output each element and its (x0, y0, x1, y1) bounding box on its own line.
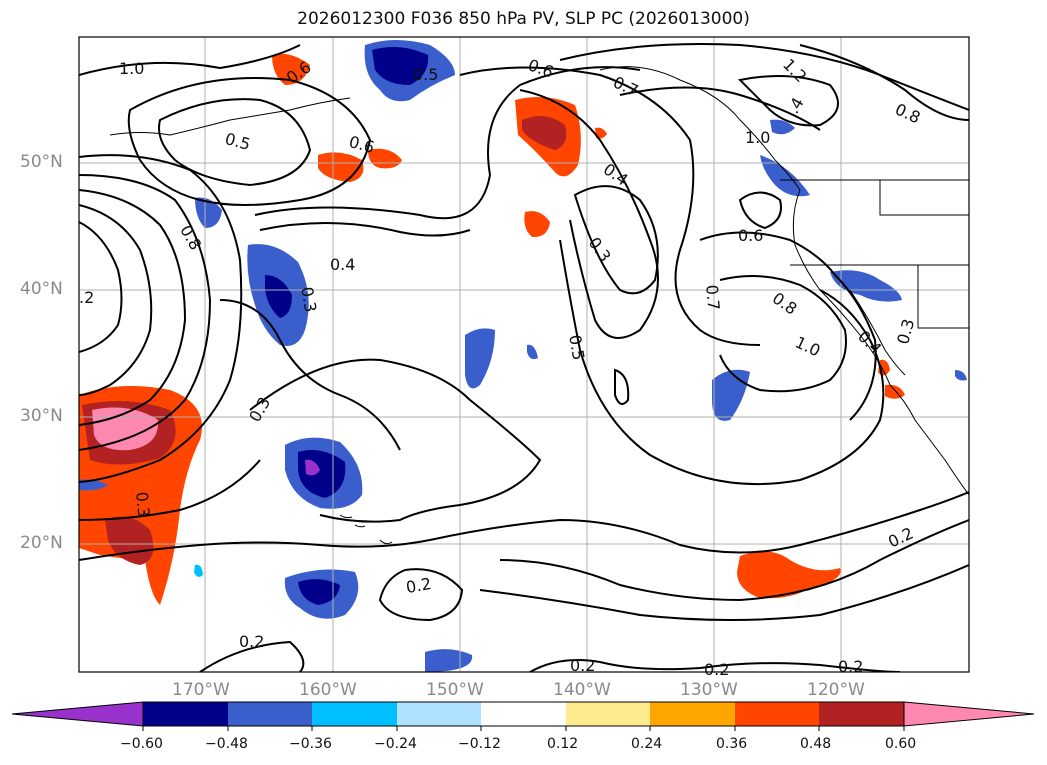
colorbar-tick-label: 0.48 (800, 736, 832, 752)
colorbar-tick-label: 0.12 (547, 736, 579, 752)
lat-label-30n: 30°N (20, 406, 63, 426)
lon-label-130w: 130°W (680, 680, 738, 700)
lon-label-140w: 140°W (553, 680, 611, 700)
contour-label: .2 (79, 288, 95, 307)
contour-label: 0.2 (838, 657, 864, 676)
contour-label: 0.2 (704, 660, 730, 679)
colorbar-tick-label: −0.36 (289, 736, 332, 752)
contour-label: 0.2 (570, 656, 596, 675)
lon-label-150w: 150°W (426, 680, 484, 700)
colorbar-tick-label: −0.60 (120, 736, 163, 752)
colorbar-tick-label: 0.60 (885, 736, 917, 752)
map-background (79, 37, 969, 672)
lat-label-40n: 40°N (20, 279, 63, 299)
contour-label: 0.2 (239, 632, 265, 651)
map-frame (78, 36, 970, 673)
map-title: 2026012300 F036 850 hPa PV, SLP PC (2026… (297, 9, 750, 29)
lon-label-120w: 120°W (807, 680, 865, 700)
contour-label: 0.6 (738, 226, 764, 245)
lon-label-170w: 170°W (172, 680, 230, 700)
colorbar-tick-label: 0.36 (716, 736, 748, 752)
coastlines (109, 66, 969, 545)
colorbar-tick-label: −0.24 (374, 736, 417, 752)
contour-label: 0.7 (702, 283, 724, 312)
contour-label: 1.0 (745, 128, 771, 147)
contour-label: 0.5 (413, 65, 439, 84)
lat-label-20n: 20°N (20, 533, 63, 553)
pv-anomaly-shading (79, 40, 967, 672)
colorbar-tick-label: −0.48 (205, 736, 248, 752)
colorbar-tick-label: −0.12 (458, 736, 501, 752)
slp-contours (79, 43, 969, 672)
contour-label: 0.3 (132, 490, 154, 519)
contour-label: 0.4 (330, 255, 356, 274)
lat-label-50n: 50°N (20, 152, 63, 172)
contour-label: 1.0 (119, 59, 145, 78)
lon-label-160w: 160°W (299, 680, 357, 700)
colorbar-tick-label: 0.24 (631, 736, 663, 752)
